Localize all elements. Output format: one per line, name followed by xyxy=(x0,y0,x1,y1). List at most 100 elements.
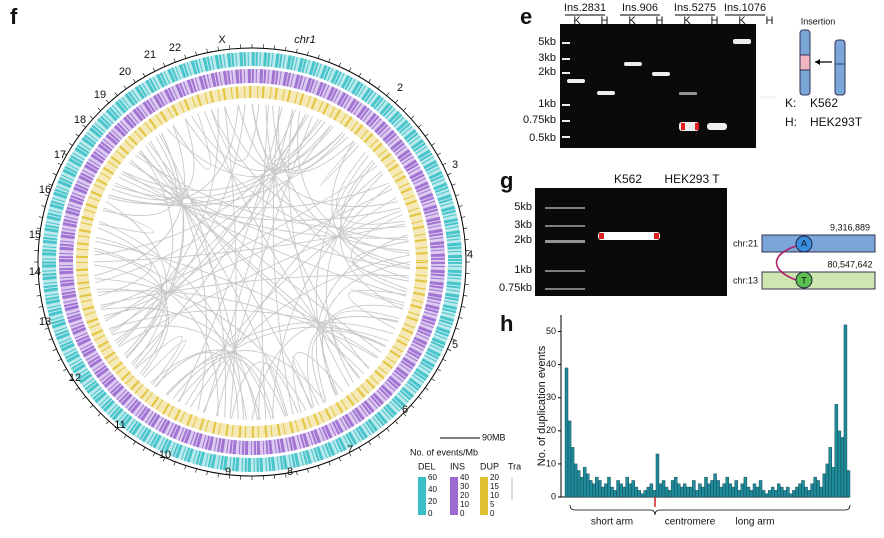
legend-track-name: DEL xyxy=(418,461,436,471)
bar xyxy=(610,486,614,498)
ideogram-tick xyxy=(195,468,197,473)
chromosome-label: 9 xyxy=(225,466,231,478)
sample-label: H xyxy=(601,15,609,27)
gel-image xyxy=(560,24,756,148)
saturation-mark xyxy=(599,233,604,239)
ideogram-tick xyxy=(437,368,441,372)
bar xyxy=(689,486,693,498)
link xyxy=(166,321,393,396)
link xyxy=(251,103,408,290)
schematic-label: Insertion xyxy=(801,16,836,26)
legend-track-name: DUP xyxy=(480,461,499,471)
y-tick-label: 20 xyxy=(546,425,556,435)
bar xyxy=(728,483,732,498)
ideogram-tick xyxy=(206,471,208,476)
bar xyxy=(825,463,829,498)
ideogram-tick xyxy=(285,46,287,51)
ideogram-tick xyxy=(41,205,46,207)
ladder-label: 2kb xyxy=(538,66,556,78)
ideogram-tick xyxy=(410,404,415,409)
ideogram-tick xyxy=(285,473,287,478)
y-tick-label: 40 xyxy=(546,359,556,369)
link xyxy=(261,104,269,420)
legend-tick-label: 20 xyxy=(460,491,469,500)
link xyxy=(237,104,399,208)
ideogram-tick xyxy=(348,67,352,72)
link xyxy=(189,254,410,408)
bar xyxy=(795,486,799,498)
ideogram-tick xyxy=(348,452,352,457)
ideogram-tick xyxy=(307,51,309,56)
bar xyxy=(695,490,699,498)
ideogram-tick xyxy=(410,115,415,120)
ideogram-tick xyxy=(377,434,381,439)
ideogram-tick xyxy=(328,58,331,63)
link xyxy=(111,325,261,420)
legend-tick-label: 0 xyxy=(490,509,495,518)
bar xyxy=(640,493,645,498)
bar xyxy=(567,420,572,498)
key-text: K: xyxy=(785,96,796,110)
legend-colorbar xyxy=(418,477,426,515)
bar xyxy=(828,447,833,498)
ladder-label: 0.75kb xyxy=(523,114,556,126)
legend-tick-label: 0 xyxy=(428,509,433,518)
ideogram-tick xyxy=(82,396,86,400)
ideogram-tick xyxy=(89,404,94,409)
ideogram-tick xyxy=(57,358,62,362)
saturation-mark xyxy=(654,233,659,239)
ideogram-tick xyxy=(431,143,435,146)
bar xyxy=(686,486,690,498)
lane-label: Ins.1076 xyxy=(724,2,766,14)
chromosome-label: 5 xyxy=(452,339,458,351)
bar xyxy=(701,486,705,498)
ideogram-tick xyxy=(296,471,298,476)
bar xyxy=(661,480,666,498)
bar xyxy=(655,453,660,498)
link xyxy=(130,113,307,364)
y-tick-label: 50 xyxy=(546,326,556,336)
chromosome-label: 15 xyxy=(29,229,41,241)
bar xyxy=(746,486,751,498)
bar xyxy=(607,476,611,498)
ideogram-tick xyxy=(41,317,46,319)
ideogram-tick xyxy=(75,387,80,391)
lane-label: Ins.5275 xyxy=(674,2,716,14)
link xyxy=(178,106,283,403)
ideogram-tick xyxy=(63,152,67,156)
link xyxy=(202,171,382,413)
link xyxy=(292,355,320,409)
legend-track-name: Tra xyxy=(508,461,521,471)
legend-tick-label: 60 xyxy=(428,473,437,482)
chromosome-label: 16 xyxy=(39,184,51,196)
link xyxy=(297,111,410,255)
bar xyxy=(810,483,814,498)
link xyxy=(278,106,346,172)
chromosome-label: 17 xyxy=(54,149,66,161)
legend-tick-label: 20 xyxy=(428,497,437,506)
ideogram-tick xyxy=(437,152,441,156)
bar xyxy=(604,483,608,498)
panel-label: e xyxy=(520,4,532,29)
bar xyxy=(777,483,781,498)
bar xyxy=(740,483,745,498)
chromosome-label: 10 xyxy=(159,449,171,461)
link xyxy=(272,106,294,415)
sample-label: K xyxy=(573,15,581,27)
bar xyxy=(816,480,820,498)
ladder-label: 2kb xyxy=(514,234,532,246)
link xyxy=(350,288,405,306)
bar xyxy=(707,483,711,498)
bar xyxy=(576,470,581,498)
ideogram-tick xyxy=(394,99,399,104)
ideogram-tick xyxy=(403,413,407,417)
bar xyxy=(564,367,569,498)
ideogram-tick xyxy=(114,92,118,96)
ideogram-tick xyxy=(451,183,456,186)
bar xyxy=(692,480,696,498)
link xyxy=(177,326,389,402)
link xyxy=(135,154,406,229)
bar xyxy=(725,476,729,498)
link xyxy=(98,207,155,234)
ideogram-tick xyxy=(123,85,127,90)
